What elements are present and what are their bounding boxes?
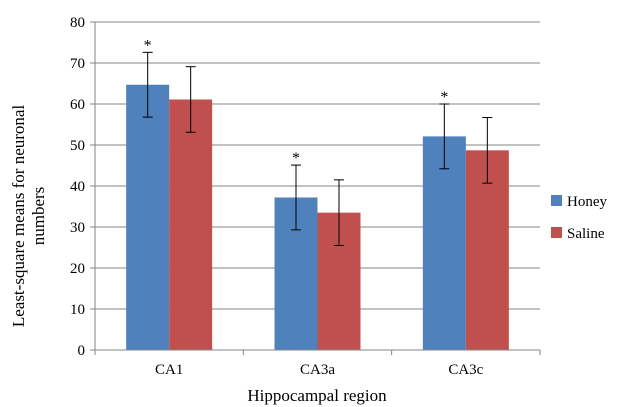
x-tick-label: CA1: [155, 362, 183, 378]
significance-asterisk: *: [440, 89, 448, 106]
x-tick-label: CA3a: [300, 362, 335, 378]
significance-asterisk: *: [144, 37, 152, 54]
y-axis-ticks: 0 10 20 30 40 50 60 70 80: [70, 15, 95, 359]
y-tick-label: 30: [70, 220, 85, 236]
significance-markers: * * *: [144, 37, 449, 167]
y-tick-label: 0: [78, 343, 86, 359]
y-tick-label: 20: [70, 261, 85, 277]
legend-swatch-honey: [551, 195, 562, 206]
y-tick-label: 50: [70, 138, 85, 154]
x-axis-ticks: CA1 CA3a CA3c: [94, 350, 541, 378]
bar-honey-ca3c: [422, 136, 466, 350]
legend-label-honey: Honey: [567, 194, 607, 210]
y-tick-label: 70: [70, 56, 85, 72]
bar-saline-ca1: [169, 99, 213, 351]
y-tick-label: 60: [70, 97, 85, 113]
error-bars: [142, 51, 493, 246]
y-tick-label: 10: [70, 302, 85, 318]
y-tick-label: 40: [70, 179, 85, 195]
y-tick-label: 80: [70, 15, 85, 31]
significance-asterisk: *: [292, 150, 300, 167]
x-tick-label: CA3c: [448, 362, 483, 378]
bars: [126, 84, 509, 351]
y-axis-title-line-1: Least-square means for neuronal: [9, 105, 28, 328]
x-axis-title: Hippocampal region: [247, 386, 387, 405]
legend-label-saline: Saline: [567, 226, 605, 242]
bar-honey-ca1: [126, 84, 170, 350]
y-axis-title-line-2: numbers: [29, 187, 48, 246]
legend-swatch-saline: [551, 227, 562, 238]
legend: Honey Saline: [551, 194, 607, 242]
